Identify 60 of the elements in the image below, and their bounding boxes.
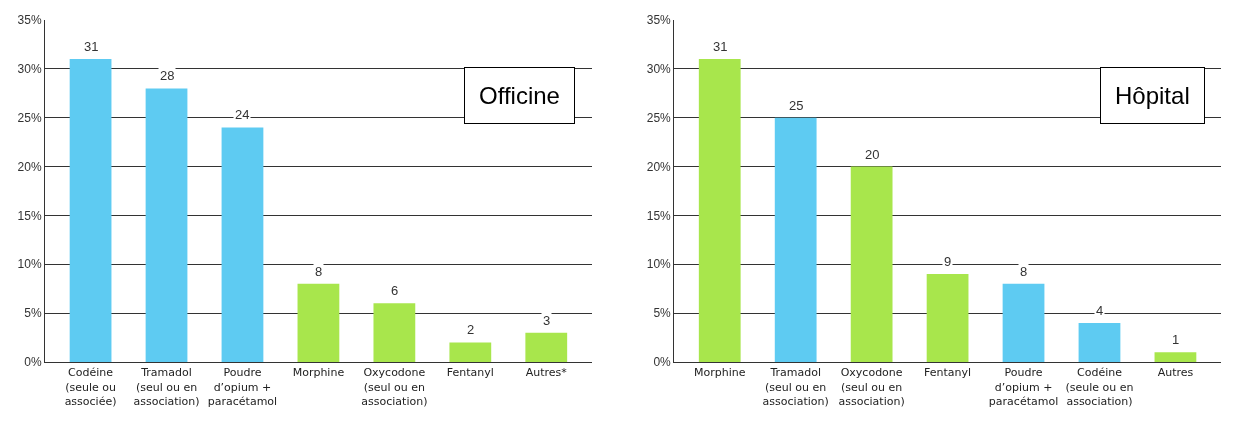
y-tick-label: 10%	[646, 257, 672, 272]
bar	[698, 59, 741, 362]
y-tick-label: 5%	[653, 306, 672, 321]
y-tick-label: 20%	[646, 159, 672, 174]
y-tick-label: 25%	[646, 110, 672, 125]
annotation: Hôpital	[1115, 82, 1190, 109]
x-tick-label: Oxycodone (seul ou en association)	[361, 366, 428, 408]
data-label: 9	[944, 254, 952, 269]
data-label: 2	[467, 322, 475, 337]
y-tick-label: 0%	[653, 355, 672, 370]
data-label: 31	[713, 39, 728, 54]
bar	[850, 166, 893, 362]
bar	[1002, 283, 1045, 362]
x-tick-label: Autres*	[525, 366, 568, 380]
y-tick-label: 35%	[17, 13, 42, 28]
y-tick-label: 15%	[646, 208, 672, 223]
x-tick-label: Tramadol (seul ou en association)	[133, 366, 200, 408]
x-tick-label: Fentanyl	[446, 366, 494, 380]
annotation: Officine	[479, 82, 560, 109]
bar	[373, 303, 416, 362]
x-tick-label: Tramadol (seul ou en association)	[762, 366, 829, 408]
y-tick-label: 25%	[17, 110, 42, 125]
data-label: 8	[1020, 264, 1028, 279]
x-tick-label: Codéine (seule ou en association)	[1065, 366, 1134, 408]
data-label: 20	[865, 147, 880, 162]
bar	[525, 332, 568, 362]
x-tick-label: Morphine	[693, 366, 746, 380]
x-tick-label: Oxycodone (seul ou en association)	[838, 366, 905, 408]
bar	[221, 127, 264, 362]
y-tick-label: 10%	[17, 257, 42, 272]
bar	[69, 59, 112, 362]
data-label: 1	[1172, 332, 1180, 347]
y-tick-label: 15%	[17, 208, 42, 223]
x-tick-label: Autres	[1157, 366, 1194, 380]
bar	[926, 274, 969, 362]
y-tick-label: 30%	[17, 62, 42, 77]
data-label: 25	[789, 98, 804, 113]
bar	[774, 117, 817, 362]
bar	[1078, 322, 1121, 362]
y-tick-label: 5%	[24, 306, 42, 321]
x-tick-label: Poudre d’opium + paracétamol	[207, 366, 278, 408]
x-tick-label: Fentanyl	[924, 366, 972, 380]
data-label: 24	[235, 107, 250, 122]
data-label: 28	[160, 68, 175, 83]
bar	[145, 88, 188, 362]
data-label: 8	[315, 264, 323, 279]
y-tick-label: 35%	[646, 13, 672, 28]
y-tick-label: 20%	[17, 159, 42, 174]
data-label: 3	[543, 313, 551, 328]
bar	[297, 283, 340, 362]
x-tick-label: Codéine (seule ou associée)	[64, 366, 117, 408]
data-label: 4	[1096, 303, 1104, 318]
x-tick-label: Poudre d’opium + paracétamol	[988, 366, 1059, 408]
y-tick-label: 0%	[24, 355, 42, 370]
data-label: 6	[391, 283, 399, 298]
data-label: 31	[84, 39, 99, 54]
bar	[449, 342, 492, 362]
bar	[1154, 352, 1197, 362]
x-tick-label: Morphine	[292, 366, 345, 380]
y-tick-label: 30%	[646, 62, 672, 77]
